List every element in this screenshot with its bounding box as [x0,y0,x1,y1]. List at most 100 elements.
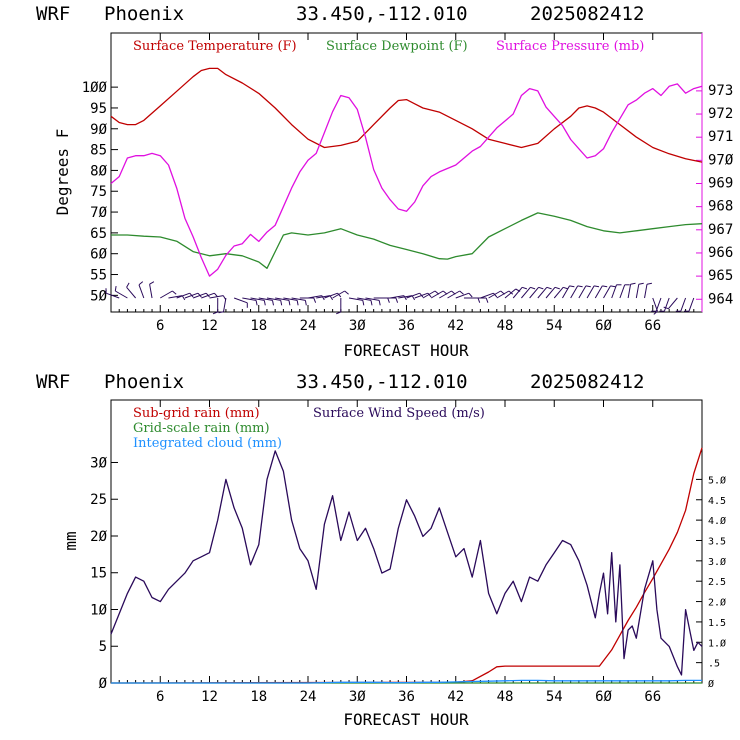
wind-barb [114,286,128,299]
x-tick-label: 66 [644,318,661,334]
header-coords: 33.450,-112.010 [296,3,468,25]
x-tick-label: 36 [398,689,415,705]
x-axis-label: FORECAST HOUR [343,710,469,729]
x-tick-label: 24 [300,689,317,705]
wind-barb [659,297,670,312]
x-tick-label: 6 [156,318,164,334]
x-tick-label: 54 [546,318,563,334]
y2-tick-label: 971 [708,129,733,145]
wind-barb [336,297,342,315]
wind-barb [553,286,569,299]
series-wind-line [110,450,703,676]
series-dewpoint-line [111,212,703,269]
header-run: 2025082412 [530,3,644,25]
legend-gridscale-rain: Grid-scale rain (mm) [133,421,270,436]
header-location: Phoenix [104,3,184,25]
y-tick-label: 2Ø [90,529,107,545]
wind-barb [242,297,258,306]
x-tick-label: 18 [250,318,267,334]
wind-barb [570,285,583,299]
right-y-axis: Ø .5 1.Ø 1.5 2.Ø 2.5 3.Ø 3.5 4.Ø 4.5 5.Ø [696,474,726,690]
x-tick-label: 12 [201,318,218,334]
y2-tick-label: 969 [708,175,733,191]
wind-barb [138,281,145,299]
x-tick-label: 36 [398,318,415,334]
x-tick-label: 42 [447,689,464,705]
wind-barb [266,297,283,306]
wind-barb [218,297,227,314]
y2-tick-label: 4.5 [708,496,726,507]
y2-tick-label: 968 [708,199,733,215]
wind-barb [521,286,536,299]
x-tick-label: 42 [447,318,464,334]
y2-tick-label: 1.5 [708,618,726,629]
wind-barb [414,292,432,299]
header-coords: 33.450,-112.010 [296,371,468,393]
legend-pressure: Surface Pressure (mb) [496,39,644,54]
wind-barb [619,284,630,299]
wind-barb [283,297,299,306]
wind-barb [545,286,560,299]
series-pressure-line [110,83,703,277]
wind-barb [357,297,373,306]
wind-barb [291,297,307,306]
wind-barb [365,297,381,306]
x-tick-label: 6 [156,689,164,705]
wind-barb [663,297,678,310]
wind-barb [586,285,600,299]
series-layer [110,447,703,684]
y-tick-label: 8Ø [90,163,107,179]
legend-integrated-cloud: Integrated cloud (mm) [133,436,282,451]
wind-barb [250,297,266,306]
y-tick-label: 25 [90,492,107,508]
wind-barb [463,297,481,303]
legend: Sub-grid rain (mm) Grid-scale rain (mm) … [133,406,485,451]
wind-barb [651,297,662,312]
temperature-pressure-chart: 6 12 18 24 3Ø 36 42 48 54 6Ø 66 5Ø 55 6Ø 65 7Ø 75 8Ø 85 9Ø… [53,32,734,360]
wind-barb [578,285,591,299]
legend-temperature: Surface Temperature (F) [133,39,297,54]
wind-barb [307,295,325,301]
wind-barb [562,285,575,299]
wind-barb [455,292,473,299]
legend-subgrid-rain: Sub-grid rain (mm) [133,406,260,421]
y-tick-label: 85 [90,143,107,159]
series-temperature-line [110,67,703,163]
y-tick-label: 55 [90,268,107,284]
header-location: Phoenix [104,371,184,393]
y-tick-label: 7Ø [90,205,107,221]
y-axis-label: mm [61,531,80,550]
wind-barb [627,282,636,299]
y2-tick-label: 965 [708,268,733,284]
wind-barb [611,284,622,299]
wind-barb [299,297,317,303]
x-tick-label: 48 [497,689,514,705]
wind-barb [149,281,155,299]
x-tick-label: 54 [546,689,563,705]
wind-barb [233,297,248,308]
wind-barb [635,282,644,299]
wind-barb [675,297,687,312]
series-subgrid_rain-line [110,447,703,684]
wind-barb [644,282,652,299]
y2-tick-label: 966 [708,245,733,261]
y-tick-label: 95 [90,101,107,117]
wind-barb [603,285,616,299]
wind-barb [105,288,120,299]
y-tick-label: 75 [90,184,107,200]
wind-barb [212,297,219,315]
wind-barb [381,297,399,303]
y2-tick-label: 2.Ø [708,597,726,609]
wind-barb [480,292,498,299]
y2-tick-label: 3.5 [708,536,726,547]
wind-barb [348,297,365,306]
y2-tick-label: 4.Ø [708,515,726,527]
series-cloud-line [111,679,702,684]
wind-barb [594,285,608,299]
x-tick-label: 3Ø [349,689,366,705]
x-tick-label: 24 [300,318,317,334]
wind-barb [258,297,274,306]
y2-tick-label: 5.Ø [708,474,726,486]
y2-tick-label: 964 [708,291,733,307]
wind-barb [324,292,342,299]
